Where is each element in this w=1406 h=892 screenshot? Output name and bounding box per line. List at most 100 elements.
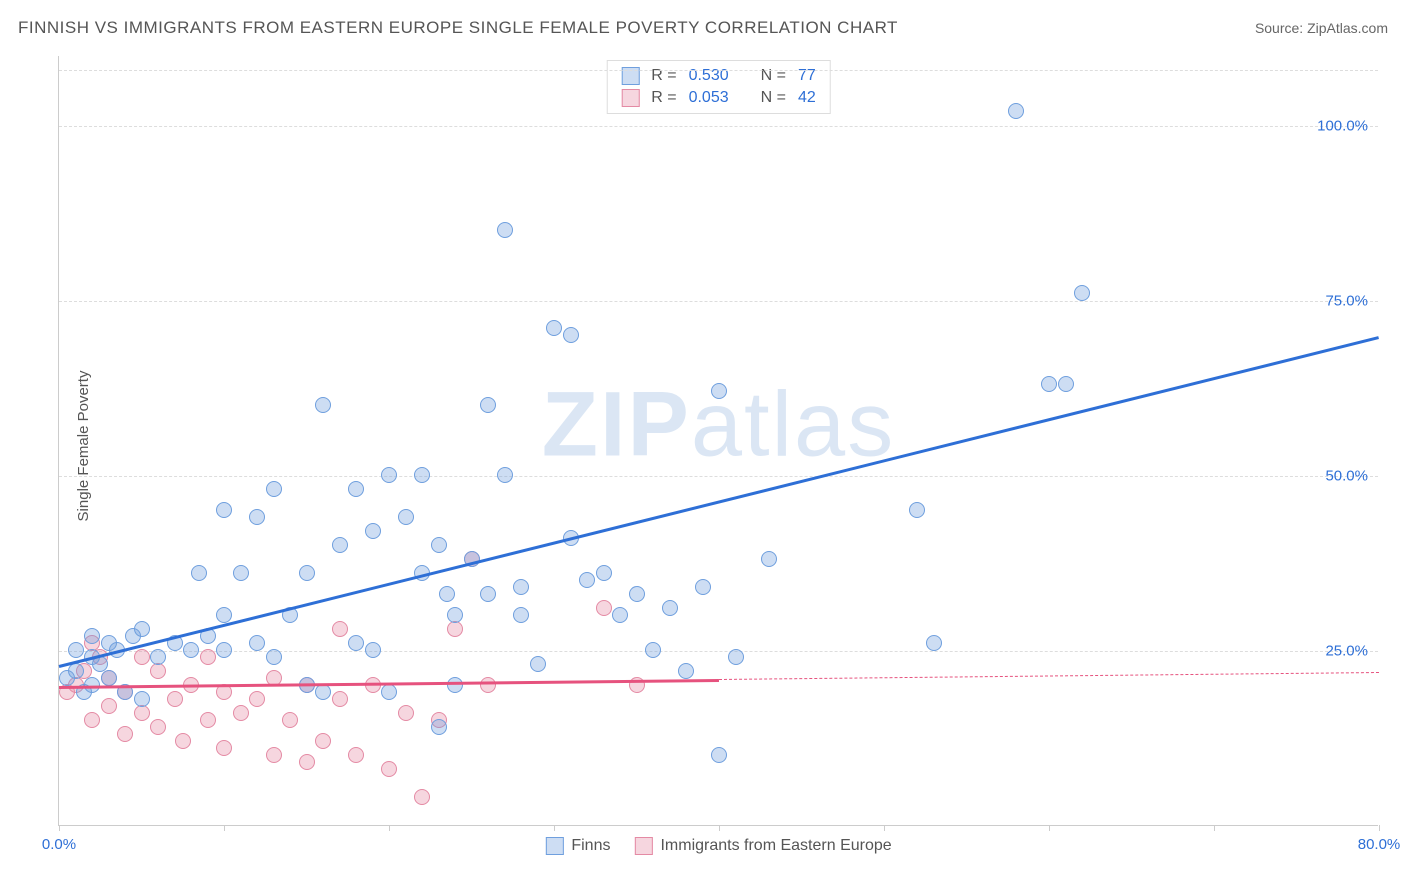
gridline [59, 126, 1378, 127]
data-point [563, 327, 579, 343]
data-point [711, 747, 727, 763]
data-point [134, 621, 150, 637]
data-point [175, 733, 191, 749]
data-point [348, 635, 364, 651]
data-point [414, 789, 430, 805]
data-point [68, 663, 84, 679]
data-point [249, 509, 265, 525]
data-point [266, 747, 282, 763]
data-point [117, 726, 133, 742]
data-point [431, 719, 447, 735]
x-tick-mark [1379, 825, 1380, 831]
data-point [513, 579, 529, 595]
data-point [167, 691, 183, 707]
swatch-finns-icon [545, 837, 563, 855]
legend-item-immigrants: Immigrants from Eastern Europe [634, 837, 891, 855]
data-point [480, 677, 496, 693]
legend-item-finns: Finns [545, 837, 610, 855]
data-point [439, 586, 455, 602]
data-point [447, 607, 463, 623]
data-point [431, 537, 447, 553]
data-point [926, 635, 942, 651]
gridline [59, 651, 1378, 652]
data-point [1008, 103, 1024, 119]
data-point [216, 607, 232, 623]
y-tick-label: 100.0% [1317, 118, 1368, 135]
data-point [1074, 285, 1090, 301]
data-point [134, 691, 150, 707]
data-point [134, 705, 150, 721]
scatter-chart: ZIPatlas R = 0.530 N = 77 R = 0.053 N = … [58, 56, 1378, 826]
legend-stats: R = 0.530 N = 77 R = 0.053 N = 42 [606, 60, 831, 114]
data-point [299, 565, 315, 581]
data-point [200, 649, 216, 665]
trendline-dash-immigrants [719, 672, 1379, 680]
swatch-immigrants [621, 89, 639, 107]
x-tick-mark [554, 825, 555, 831]
data-point [266, 481, 282, 497]
data-point [68, 642, 84, 658]
x-tick-mark [59, 825, 60, 831]
data-point [546, 320, 562, 336]
x-tick-label: 0.0% [42, 836, 76, 853]
data-point [414, 467, 430, 483]
gridline [59, 301, 1378, 302]
x-tick-mark [1049, 825, 1050, 831]
data-point [332, 691, 348, 707]
data-point [447, 621, 463, 637]
r-value-immigrants: 0.053 [689, 89, 729, 107]
data-point [381, 761, 397, 777]
data-point [513, 607, 529, 623]
x-tick-mark [389, 825, 390, 831]
data-point [612, 607, 628, 623]
data-point [216, 642, 232, 658]
data-point [183, 642, 199, 658]
x-tick-mark [719, 825, 720, 831]
data-point [150, 649, 166, 665]
chart-title: FINNISH VS IMMIGRANTS FROM EASTERN EUROP… [18, 18, 898, 38]
data-point [447, 677, 463, 693]
y-tick-label: 75.0% [1325, 293, 1368, 310]
data-point [233, 705, 249, 721]
data-point [249, 635, 265, 651]
data-point [497, 222, 513, 238]
source-attribution: Source: ZipAtlas.com [1255, 20, 1388, 36]
gridline [59, 476, 1378, 477]
data-point [315, 733, 331, 749]
data-point [299, 754, 315, 770]
data-point [596, 565, 612, 581]
data-point [530, 656, 546, 672]
data-point [365, 523, 381, 539]
data-point [497, 467, 513, 483]
data-point [662, 600, 678, 616]
data-point [909, 502, 925, 518]
data-point [101, 670, 117, 686]
data-point [101, 698, 117, 714]
data-point [315, 684, 331, 700]
x-tick-mark [224, 825, 225, 831]
legend-series: Finns Immigrants from Eastern Europe [545, 837, 891, 855]
legend-row-immigrants: R = 0.053 N = 42 [621, 87, 816, 109]
data-point [761, 551, 777, 567]
data-point [1041, 376, 1057, 392]
data-point [249, 691, 265, 707]
y-tick-label: 25.0% [1325, 643, 1368, 660]
data-point [216, 502, 232, 518]
data-point [315, 397, 331, 413]
data-point [365, 642, 381, 658]
data-point [200, 712, 216, 728]
data-point [332, 621, 348, 637]
n-value-immigrants: 42 [798, 89, 816, 107]
data-point [678, 663, 694, 679]
data-point [266, 649, 282, 665]
data-point [381, 467, 397, 483]
x-tick-mark [884, 825, 885, 831]
data-point [398, 705, 414, 721]
data-point [480, 586, 496, 602]
data-point [645, 642, 661, 658]
data-point [579, 572, 595, 588]
data-point [348, 747, 364, 763]
data-point [134, 649, 150, 665]
data-point [150, 719, 166, 735]
legend-row-finns: R = 0.530 N = 77 [621, 65, 816, 87]
